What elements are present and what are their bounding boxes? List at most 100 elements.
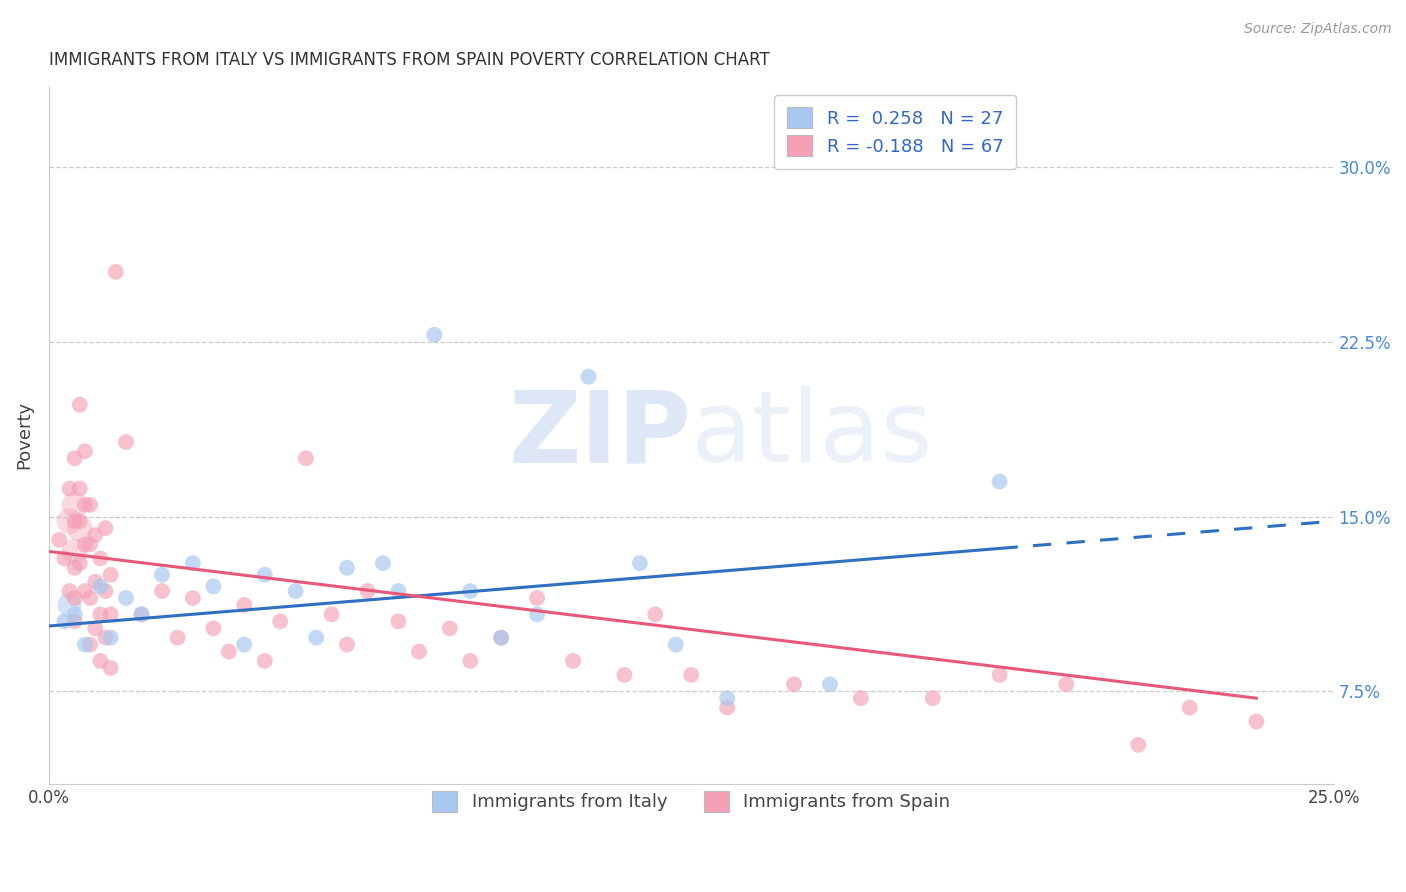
- Point: [526, 591, 548, 605]
- Point: [63, 607, 86, 622]
- Point: [53, 551, 76, 566]
- Point: [69, 556, 91, 570]
- Point: [150, 567, 173, 582]
- Point: [73, 498, 96, 512]
- Point: [48, 533, 70, 547]
- Point: [131, 607, 153, 622]
- Point: [84, 574, 107, 589]
- Point: [63, 451, 86, 466]
- Point: [644, 607, 666, 622]
- Point: [218, 645, 240, 659]
- Point: [84, 621, 107, 635]
- Point: [489, 631, 512, 645]
- Point: [79, 638, 101, 652]
- Point: [89, 551, 111, 566]
- Point: [233, 598, 256, 612]
- Point: [100, 631, 122, 645]
- Point: [305, 631, 328, 645]
- Point: [63, 615, 86, 629]
- Point: [58, 598, 80, 612]
- Point: [458, 654, 481, 668]
- Y-axis label: Poverty: Poverty: [15, 401, 32, 469]
- Point: [253, 567, 276, 582]
- Point: [69, 521, 91, 535]
- Point: [115, 591, 138, 605]
- Point: [181, 591, 204, 605]
- Point: [716, 700, 738, 714]
- Point: [84, 528, 107, 542]
- Point: [253, 654, 276, 668]
- Point: [89, 579, 111, 593]
- Point: [73, 584, 96, 599]
- Point: [89, 654, 111, 668]
- Point: [100, 567, 122, 582]
- Point: [336, 561, 359, 575]
- Point: [63, 498, 86, 512]
- Point: [269, 615, 291, 629]
- Point: [63, 514, 86, 528]
- Point: [628, 556, 651, 570]
- Point: [58, 514, 80, 528]
- Point: [69, 482, 91, 496]
- Point: [988, 668, 1011, 682]
- Point: [181, 556, 204, 570]
- Point: [336, 638, 359, 652]
- Point: [849, 691, 872, 706]
- Point: [69, 514, 91, 528]
- Point: [818, 677, 841, 691]
- Point: [150, 584, 173, 599]
- Point: [115, 434, 138, 449]
- Point: [578, 369, 600, 384]
- Point: [321, 607, 343, 622]
- Point: [921, 691, 943, 706]
- Point: [73, 444, 96, 458]
- Point: [233, 638, 256, 652]
- Point: [73, 537, 96, 551]
- Point: [1128, 738, 1150, 752]
- Point: [63, 561, 86, 575]
- Point: [73, 638, 96, 652]
- Point: [100, 607, 122, 622]
- Point: [1246, 714, 1268, 729]
- Point: [202, 579, 225, 593]
- Point: [988, 475, 1011, 489]
- Point: [387, 584, 409, 599]
- Text: atlas: atlas: [692, 386, 932, 483]
- Point: [562, 654, 585, 668]
- Point: [458, 584, 481, 599]
- Point: [100, 661, 122, 675]
- Point: [89, 607, 111, 622]
- Point: [79, 537, 101, 551]
- Point: [526, 607, 548, 622]
- Point: [408, 645, 430, 659]
- Point: [79, 498, 101, 512]
- Point: [94, 584, 117, 599]
- Text: IMMIGRANTS FROM ITALY VS IMMIGRANTS FROM SPAIN POVERTY CORRELATION CHART: IMMIGRANTS FROM ITALY VS IMMIGRANTS FROM…: [49, 51, 769, 69]
- Point: [613, 668, 636, 682]
- Point: [387, 615, 409, 629]
- Point: [783, 677, 806, 691]
- Point: [295, 451, 318, 466]
- Point: [94, 521, 117, 535]
- Legend: Immigrants from Italy, Immigrants from Spain: Immigrants from Italy, Immigrants from S…: [419, 778, 963, 824]
- Point: [53, 615, 76, 629]
- Point: [356, 584, 378, 599]
- Point: [58, 584, 80, 599]
- Point: [63, 544, 86, 558]
- Text: Source: ZipAtlas.com: Source: ZipAtlas.com: [1244, 22, 1392, 37]
- Point: [202, 621, 225, 635]
- Point: [1054, 677, 1077, 691]
- Point: [439, 621, 461, 635]
- Point: [69, 398, 91, 412]
- Point: [371, 556, 394, 570]
- Point: [63, 591, 86, 605]
- Point: [423, 327, 446, 342]
- Point: [94, 631, 117, 645]
- Point: [131, 607, 153, 622]
- Point: [166, 631, 188, 645]
- Point: [58, 482, 80, 496]
- Point: [665, 638, 688, 652]
- Point: [79, 591, 101, 605]
- Point: [104, 265, 127, 279]
- Text: ZIP: ZIP: [509, 386, 692, 483]
